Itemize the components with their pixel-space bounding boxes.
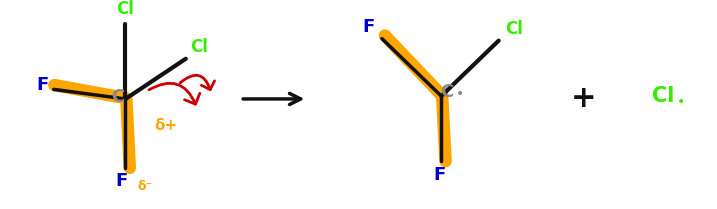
FancyArrowPatch shape bbox=[180, 75, 214, 90]
Text: C: C bbox=[440, 83, 454, 101]
Text: F: F bbox=[362, 18, 375, 36]
Text: δ+: δ+ bbox=[154, 118, 177, 133]
Text: F: F bbox=[36, 76, 48, 94]
Text: Cl: Cl bbox=[117, 0, 134, 18]
Text: Cl: Cl bbox=[190, 38, 208, 56]
Text: Cl: Cl bbox=[505, 20, 523, 38]
Text: F: F bbox=[433, 166, 445, 184]
Text: •: • bbox=[456, 87, 465, 101]
Text: •: • bbox=[676, 95, 685, 109]
Text: C: C bbox=[111, 88, 125, 106]
FancyArrowPatch shape bbox=[149, 83, 200, 104]
Text: +: + bbox=[571, 84, 597, 113]
Text: δ⁻: δ⁻ bbox=[137, 181, 152, 194]
Text: F: F bbox=[115, 172, 128, 190]
Text: Cl: Cl bbox=[652, 86, 674, 106]
